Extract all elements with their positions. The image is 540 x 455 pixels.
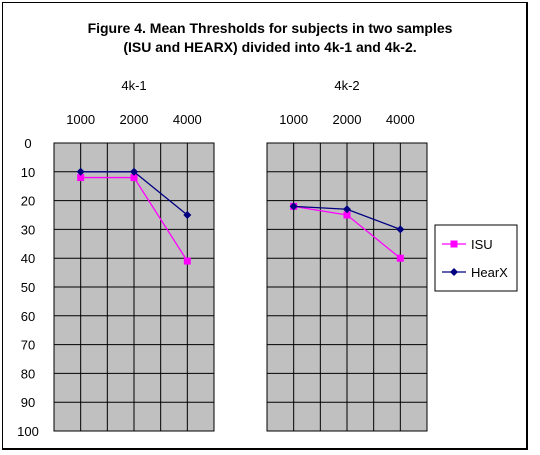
data-point-isu xyxy=(77,174,85,182)
y-tick-label: 20 xyxy=(21,194,35,209)
x-tick-label: 4000 xyxy=(173,112,202,127)
data-point-hearx xyxy=(76,167,85,176)
legend-label-isu: ISU xyxy=(471,237,493,252)
y-tick-label: 80 xyxy=(21,366,35,381)
x-tick-label: 1000 xyxy=(279,112,308,127)
x-tick-label: 4000 xyxy=(386,112,415,127)
legend-marker-isu xyxy=(450,240,458,248)
chart-layer: 0 10 20 30 40 50 60 70 80 90 100 4k-1 1000 2000 4000 4k… xyxy=(17,78,518,439)
y-tick-label: 100 xyxy=(17,424,39,439)
legend-label-hearx: HearX xyxy=(471,265,508,280)
chart-frame xyxy=(2,2,528,450)
chart-title-line-2: (ISU and HEARX) divided into 4k-1 and 4k… xyxy=(123,39,416,55)
y-tick-label: 50 xyxy=(21,280,35,295)
chart-title-line-1: Figure 4. Mean Thresholds for subjects i… xyxy=(88,20,453,36)
y-tick-label: 70 xyxy=(21,338,35,353)
x-tick-label: 2000 xyxy=(120,112,149,127)
x-tick-label: 1000 xyxy=(66,112,95,127)
y-tick-label: 60 xyxy=(21,309,35,324)
panel-label: 4k-1 xyxy=(121,78,146,93)
data-point-hearx xyxy=(289,202,298,211)
x-tick-label: 2000 xyxy=(333,112,362,127)
legend-box xyxy=(434,224,518,292)
data-point-isu xyxy=(130,174,138,182)
data-point-isu xyxy=(396,254,404,262)
y-tick-label: 90 xyxy=(21,395,35,410)
y-tick-label: 30 xyxy=(21,222,35,237)
data-point-hearx xyxy=(343,205,351,214)
y-tick-label: 40 xyxy=(21,251,35,266)
data-point-isu xyxy=(183,257,191,265)
y-tick-label: 0 xyxy=(24,136,31,151)
panel-label: 4k-2 xyxy=(334,78,359,93)
data-point-isu xyxy=(343,211,351,219)
y-tick-label: 10 xyxy=(21,165,35,180)
data-point-hearx xyxy=(130,167,138,176)
legend-marker-hearx xyxy=(450,268,458,276)
data-point-hearx xyxy=(396,225,405,234)
data-point-hearx xyxy=(183,211,192,219)
